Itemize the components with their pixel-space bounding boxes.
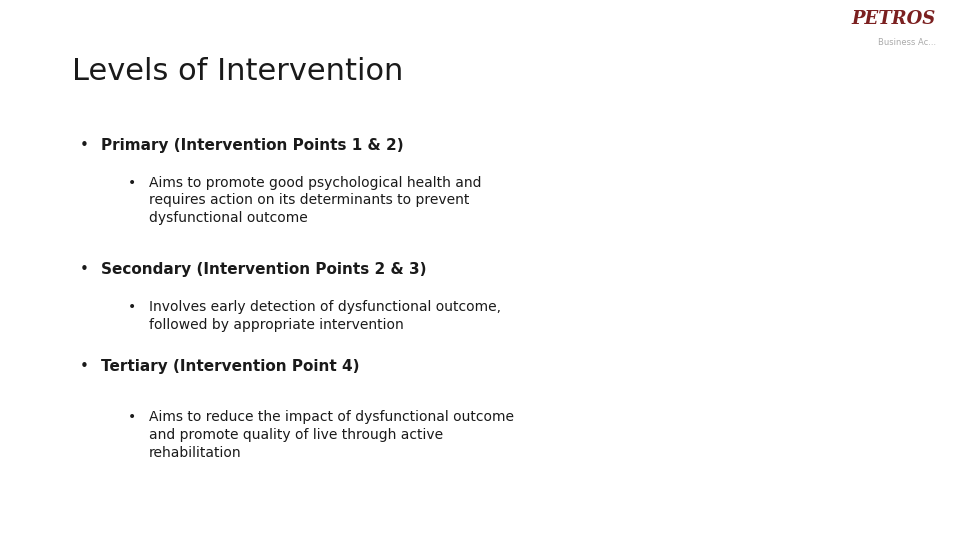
Text: Levels of Intervention: Levels of Intervention: [72, 57, 403, 86]
Text: Aims to promote good psychological health and
requires action on its determinant: Aims to promote good psychological healt…: [149, 176, 481, 225]
Text: Tertiary (Intervention Point 4): Tertiary (Intervention Point 4): [101, 359, 359, 374]
Text: •: •: [128, 300, 136, 314]
Text: •: •: [128, 410, 136, 424]
Text: Primary (Intervention Points 1 & 2): Primary (Intervention Points 1 & 2): [101, 138, 403, 153]
Text: •: •: [80, 359, 88, 374]
Text: Aims to reduce the impact of dysfunctional outcome
and promote quality of live t: Aims to reduce the impact of dysfunction…: [149, 410, 514, 460]
Text: •: •: [128, 176, 136, 190]
Text: Involves early detection of dysfunctional outcome,
followed by appropriate inter: Involves early detection of dysfunctiona…: [149, 300, 501, 332]
Text: PETROS: PETROS: [852, 10, 936, 28]
Text: •: •: [80, 262, 88, 277]
Text: Secondary (Intervention Points 2 & 3): Secondary (Intervention Points 2 & 3): [101, 262, 426, 277]
Text: Business Ac...: Business Ac...: [877, 38, 936, 47]
Text: •: •: [80, 138, 88, 153]
